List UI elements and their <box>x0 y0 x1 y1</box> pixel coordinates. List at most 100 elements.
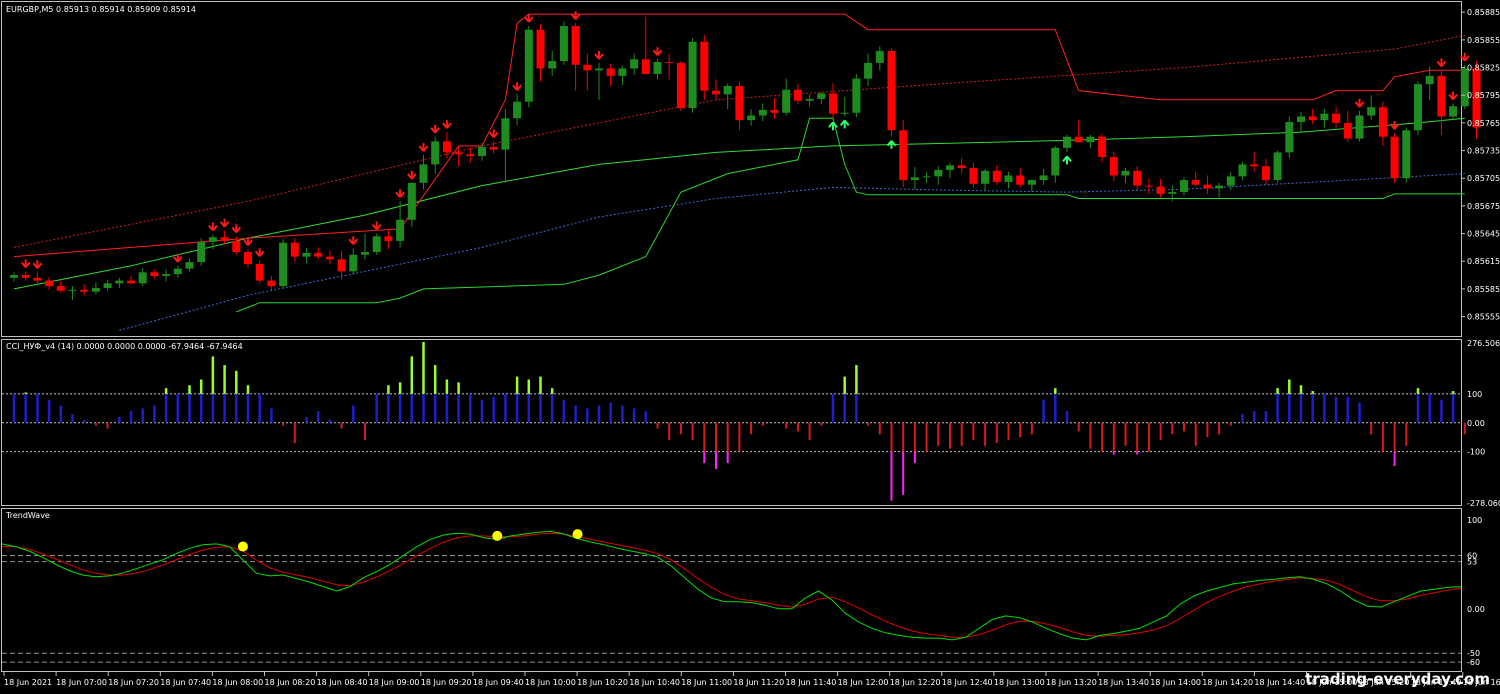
price-tick-label: 0.85825 <box>1467 64 1500 73</box>
price-tick-label: 0.85885 <box>1467 8 1500 17</box>
candle-body <box>852 78 861 113</box>
watermark: trading-everyday.com <box>1305 670 1490 688</box>
candle-body <box>1156 186 1165 194</box>
time-axis: 18 Jun 2021 18 Jun 07:00 18 Jun 07:20 18 Ju… <box>3 672 1500 687</box>
bull-candle <box>68 286 77 300</box>
trendwave-plot <box>1 529 1462 663</box>
candle-body <box>1086 136 1095 143</box>
bear-candle <box>1156 179 1165 198</box>
candle-body <box>325 256 334 260</box>
bull-candle <box>1460 64 1469 110</box>
candle-body <box>829 93 837 114</box>
bull-candle <box>1402 127 1411 183</box>
candle-body <box>864 62 873 79</box>
bull-candle <box>922 171 931 183</box>
candle-body <box>220 237 229 241</box>
bear-candle <box>150 269 159 279</box>
bear-candle <box>220 230 229 245</box>
time-tick-label: 18 Jun 11:40 <box>786 678 837 687</box>
time-tick-label: 18 Jun 08:40 <box>317 678 368 687</box>
candle-body <box>21 275 30 278</box>
bull-candle <box>302 248 311 264</box>
bull-candle <box>1226 171 1235 191</box>
bear-candle <box>1144 178 1153 194</box>
candle-body <box>267 280 276 287</box>
support-envelope-line <box>236 117 1465 313</box>
candle-body <box>1449 106 1458 117</box>
bear-candle <box>665 53 674 80</box>
bear-candle <box>992 165 1001 185</box>
sell-arrow-icon <box>430 124 440 134</box>
candle-body <box>1109 157 1118 176</box>
candle-body <box>630 59 639 69</box>
bear-candle <box>1261 158 1270 185</box>
candle-body <box>501 118 510 150</box>
candle-body <box>758 109 767 116</box>
bear-candle <box>641 16 650 75</box>
bull-candle <box>1355 110 1364 142</box>
candle-body <box>571 26 580 65</box>
bear-candle <box>793 84 802 105</box>
bull-candle <box>1086 134 1095 148</box>
bull-candle <box>864 53 873 86</box>
candle-body <box>688 41 697 109</box>
trendwave-tick-label: -60 <box>1467 658 1480 667</box>
bull-candle <box>1367 95 1376 121</box>
candle-body <box>1074 136 1083 143</box>
price-chart-title: EURGBP,M5 0.85913 0.85914 0.85909 0.8591… <box>6 5 196 14</box>
candle-body <box>840 112 849 114</box>
candle-body <box>957 165 966 169</box>
bull-candle <box>1449 103 1458 121</box>
sell-arrow-icon <box>512 82 522 91</box>
bull-candle <box>1027 179 1036 193</box>
time-tick-label: 18 Jun 08:20 <box>265 678 316 687</box>
candle-body <box>478 146 486 157</box>
bear-candle <box>314 247 323 260</box>
candle-body <box>1273 152 1282 181</box>
sell-arrow-icon <box>1389 121 1400 130</box>
bull-candle <box>1215 182 1224 198</box>
bull-candle <box>559 21 568 65</box>
sell-arrow-icon <box>524 14 534 23</box>
bull-candle <box>1320 109 1329 128</box>
candle-body <box>349 254 358 272</box>
candle-body <box>1425 75 1434 85</box>
bull-candle <box>852 74 861 118</box>
candle-body <box>712 90 720 95</box>
bear-candle <box>337 251 346 280</box>
candle-body <box>103 283 112 288</box>
price-tick-label: 0.85555 <box>1467 313 1500 322</box>
candle-body <box>442 141 451 153</box>
sell-arrow-icon <box>652 47 663 56</box>
bull-candle <box>910 167 919 190</box>
trendwave-tick-label: 60 <box>1467 551 1477 560</box>
time-tick-label: 18 Jun 16:00 <box>1463 678 1500 687</box>
bull-candle <box>747 109 756 126</box>
price-pane-frame <box>1 1 1462 337</box>
bear-candle <box>1203 175 1212 194</box>
bear-candle <box>1343 110 1352 143</box>
candle-body <box>1261 166 1270 181</box>
sell-arrow-icon <box>243 237 253 246</box>
candle-body <box>676 62 685 109</box>
bull-candle <box>723 83 732 110</box>
bear-candle <box>1332 107 1341 128</box>
sell-arrow-icon <box>570 11 581 20</box>
candle-body <box>185 262 194 269</box>
candle-body <box>653 62 662 75</box>
bull-candle <box>185 258 194 272</box>
bear-candle <box>232 236 241 255</box>
time-tick-label: 18 Jun 15:40 <box>1411 678 1462 687</box>
candle-body <box>138 272 147 284</box>
time-tick-label: 18 Jun 10:40 <box>629 678 680 687</box>
candle-body <box>536 29 545 69</box>
candle-body <box>384 236 393 241</box>
candle-body <box>1004 175 1013 182</box>
candle-body <box>1051 147 1060 176</box>
bear-candle <box>571 23 580 91</box>
bull-candle <box>1273 150 1282 183</box>
candle-body <box>361 252 369 255</box>
candle-body <box>1390 136 1399 179</box>
candle-body <box>372 236 381 252</box>
